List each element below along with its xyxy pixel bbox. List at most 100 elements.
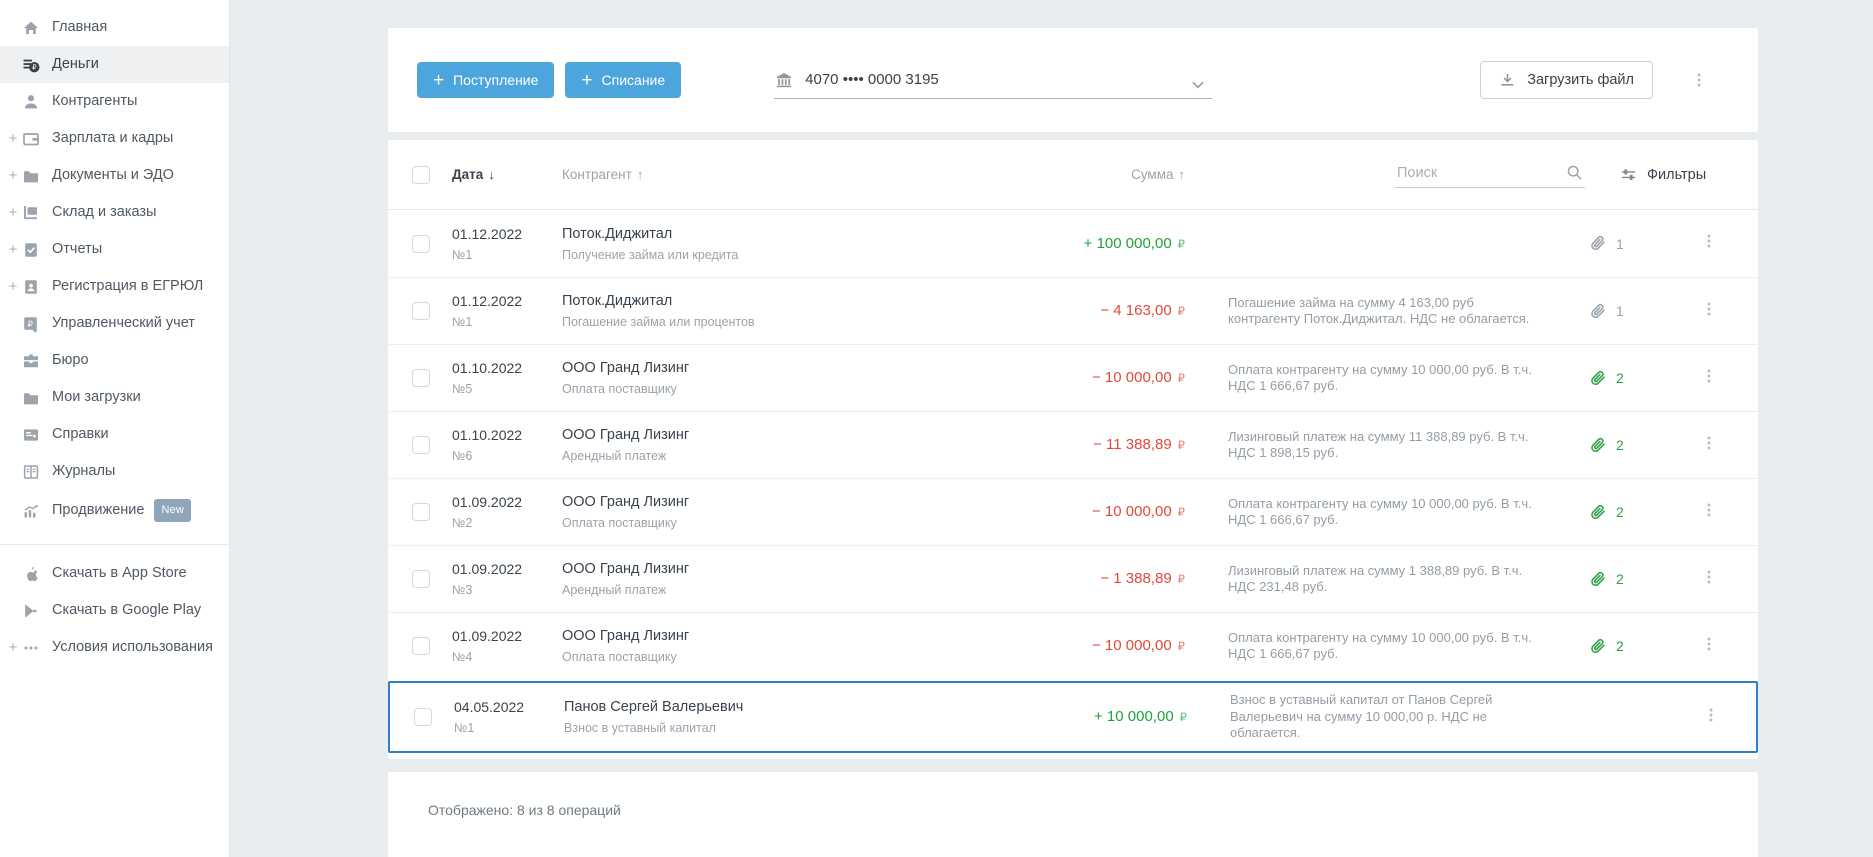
table-row[interactable]: 01.12.2022 №1 Поток.Диджитал Получение займ… [388, 210, 1758, 277]
expand-plus-icon[interactable]: + [8, 639, 18, 656]
operation-date: 01.09.2022 [452, 628, 523, 644]
row-checkbox[interactable] [412, 369, 430, 387]
table-row[interactable]: 01.09.2022 №3 ООО Гранд Лизинг Арендный пла… [388, 545, 1758, 612]
search-icon [1566, 164, 1583, 181]
operation-date-cell: 01.09.2022 №4 [452, 628, 562, 664]
table-row[interactable]: 01.10.2022 №6 ООО Гранд Лизинг Арендный пла… [388, 411, 1758, 478]
operation-number: №3 [452, 583, 473, 597]
row-menu-button[interactable] [1700, 369, 1718, 389]
outcome-button[interactable]: + Списание [565, 62, 682, 98]
operation-number: №6 [452, 449, 473, 463]
sidebar-item-folder[interactable]: + Документы и ЭДО [0, 157, 229, 194]
row-menu-button[interactable] [1700, 637, 1718, 657]
date-column-header[interactable]: Дата ↓ [452, 167, 495, 182]
search-input[interactable] [1395, 161, 1585, 188]
row-menu-button[interactable] [1700, 436, 1718, 456]
expand-plus-icon[interactable]: + [8, 278, 18, 295]
attachments-cell[interactable]: 2 [1588, 570, 1658, 589]
table-row[interactable]: 01.10.2022 №5 ООО Гранд Лизинг Оплата поста… [388, 344, 1758, 411]
sort-asc-arrow: ↑ [636, 167, 644, 182]
certificate-icon [22, 426, 40, 444]
expand-plus-icon[interactable]: + [8, 167, 18, 184]
row-checkbox[interactable] [412, 234, 430, 253]
sidebar-item-briefcase[interactable]: Бюро [0, 342, 229, 379]
attachments-cell[interactable]: 1 [1588, 302, 1658, 321]
sidebar-item-certificate[interactable]: Справки [0, 416, 229, 453]
sidebar-item-report[interactable]: + Отчеты [0, 231, 229, 268]
expand-plus-icon[interactable]: + [8, 130, 18, 147]
sidebar-item-person[interactable]: Контрагенты [0, 83, 229, 120]
operation-date-cell: 04.05.2022 №1 [454, 699, 564, 735]
sidebar: Главная ₽ Деньги Контрагенты + Зарплата и кад… [0, 0, 230, 857]
operation-description: Оплата контрагенту на сумму 10 000,00 ру… [1228, 495, 1532, 528]
sidebar-item-money[interactable]: ₽ Деньги [0, 46, 229, 83]
table-row[interactable]: 04.05.2022 №1 Панов Сергей Валерьевич Взнос… [388, 681, 1758, 753]
row-menu-button[interactable] [1700, 234, 1718, 254]
attachments-cell[interactable]: 2 [1588, 503, 1658, 522]
attachments-cell[interactable]: 2 [1588, 369, 1658, 388]
account-select[interactable]: 4070 •••• 0000 3195 [774, 61, 1213, 99]
row-checkbox-cell [412, 637, 430, 655]
ruble-sign: ₽ [1177, 574, 1185, 586]
sidebar-item-google-play[interactable]: Скачать в Google Play [0, 592, 229, 629]
row-checkbox-cell [412, 234, 430, 253]
table-row[interactable]: 01.09.2022 №4 ООО Гранд Лизинг Оплата поста… [388, 612, 1758, 679]
attachments-cell[interactable]: 2 [1588, 637, 1658, 656]
row-menu-cell [1700, 568, 1720, 591]
warehouse-icon [22, 204, 40, 222]
operation-date-cell: 01.09.2022 №3 [452, 561, 562, 597]
sidebar-item-label: Скачать в Google Play [52, 602, 202, 618]
operation-category: Арендный платеж [562, 583, 667, 597]
counterparty-column-header[interactable]: Контрагент ↑ [562, 167, 644, 182]
attachments-cell[interactable]: 2 [1588, 436, 1658, 455]
counterparty-name: Поток.Диджитал [562, 293, 673, 309]
row-menu-cell [1700, 434, 1720, 457]
operation-date: 01.09.2022 [452, 494, 523, 510]
sidebar-item-wallet[interactable]: + Зарплата и кадры [0, 120, 229, 157]
filters-button[interactable]: Фильтры [1620, 166, 1706, 183]
expand-plus-icon[interactable]: + [8, 241, 18, 258]
search-field [1395, 161, 1585, 188]
upload-file-button-label: Загрузить файл [1527, 72, 1634, 88]
sidebar-item-registration[interactable]: + Регистрация в ЕГРЮЛ [0, 268, 229, 305]
table-row[interactable]: 01.09.2022 №2 ООО Гранд Лизинг Оплата поста… [388, 478, 1758, 545]
sidebar-item-warehouse[interactable]: + Склад и заказы [0, 194, 229, 231]
amount-cell: − 11 388,89 ₽ [985, 436, 1185, 454]
select-all-checkbox[interactable] [412, 165, 430, 184]
sidebar-item-terms[interactable]: + Условия использования [0, 629, 229, 666]
sidebar-item-promotion[interactable]: Продвижение New [0, 490, 229, 531]
operation-amount: − 1 388,89 ₽ [1100, 570, 1185, 587]
row-checkbox[interactable] [412, 637, 430, 655]
row-menu-button[interactable] [1700, 503, 1718, 523]
row-checkbox[interactable] [412, 436, 430, 454]
upload-file-button[interactable]: Загрузить файл [1480, 61, 1653, 99]
plus-icon: + [433, 69, 445, 91]
row-menu-button[interactable] [1700, 570, 1718, 590]
sidebar-item-management[interactable]: ₽ Управленческий учет [0, 305, 229, 342]
row-menu-button[interactable] [1700, 302, 1718, 322]
attachments-cell[interactable]: 1 [1588, 234, 1658, 253]
sidebar-item-apple[interactable]: Скачать в App Store [0, 555, 229, 592]
row-checkbox[interactable] [412, 302, 430, 320]
sidebar-item-home[interactable]: Главная [0, 9, 229, 46]
sidebar-item-downloads[interactable]: Мои загрузки [0, 379, 229, 416]
row-menu-button[interactable] [1702, 708, 1720, 728]
main-content: + Поступление + Списание 4070 •••• 0000 … [388, 0, 1758, 857]
amount-column-header[interactable]: Сумма ↑ [1131, 167, 1185, 182]
expand-plus-icon[interactable]: + [8, 204, 18, 221]
paperclip-icon [1588, 637, 1607, 656]
row-checkbox[interactable] [412, 503, 430, 521]
row-checkbox[interactable] [412, 570, 430, 588]
sidebar-item-journal[interactable]: Журналы [0, 453, 229, 490]
amount-cell: − 10 000,00 ₽ [985, 637, 1185, 655]
svg-text:₽: ₽ [27, 318, 33, 328]
operation-category: Взнос в уставный капитал [564, 721, 716, 735]
row-checkbox[interactable] [414, 708, 432, 726]
row-menu-cell [1702, 706, 1722, 729]
table-row[interactable]: 01.12.2022 №1 Поток.Диджитал Погашение займ… [388, 277, 1758, 344]
income-button[interactable]: + Поступление [417, 62, 555, 98]
amount-cell: − 4 163,00 ₽ [985, 302, 1185, 320]
operation-description: Погашение займа на сумму 4 163,00 руб ко… [1228, 294, 1530, 327]
toolbar-menu-button[interactable] [1690, 71, 1708, 89]
paperclip-icon [1588, 369, 1607, 388]
